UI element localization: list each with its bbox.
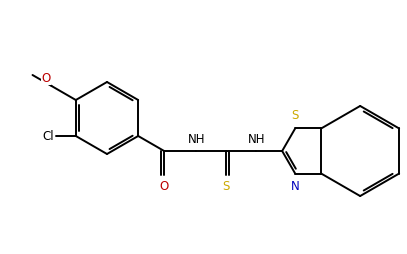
Text: O: O <box>160 180 169 193</box>
Text: Cl: Cl <box>42 130 54 142</box>
Text: O: O <box>42 72 50 85</box>
Text: N: N <box>291 180 300 193</box>
Text: NH: NH <box>187 133 205 146</box>
Text: S: S <box>291 109 299 122</box>
Text: NH: NH <box>247 133 265 146</box>
Text: S: S <box>223 180 230 193</box>
